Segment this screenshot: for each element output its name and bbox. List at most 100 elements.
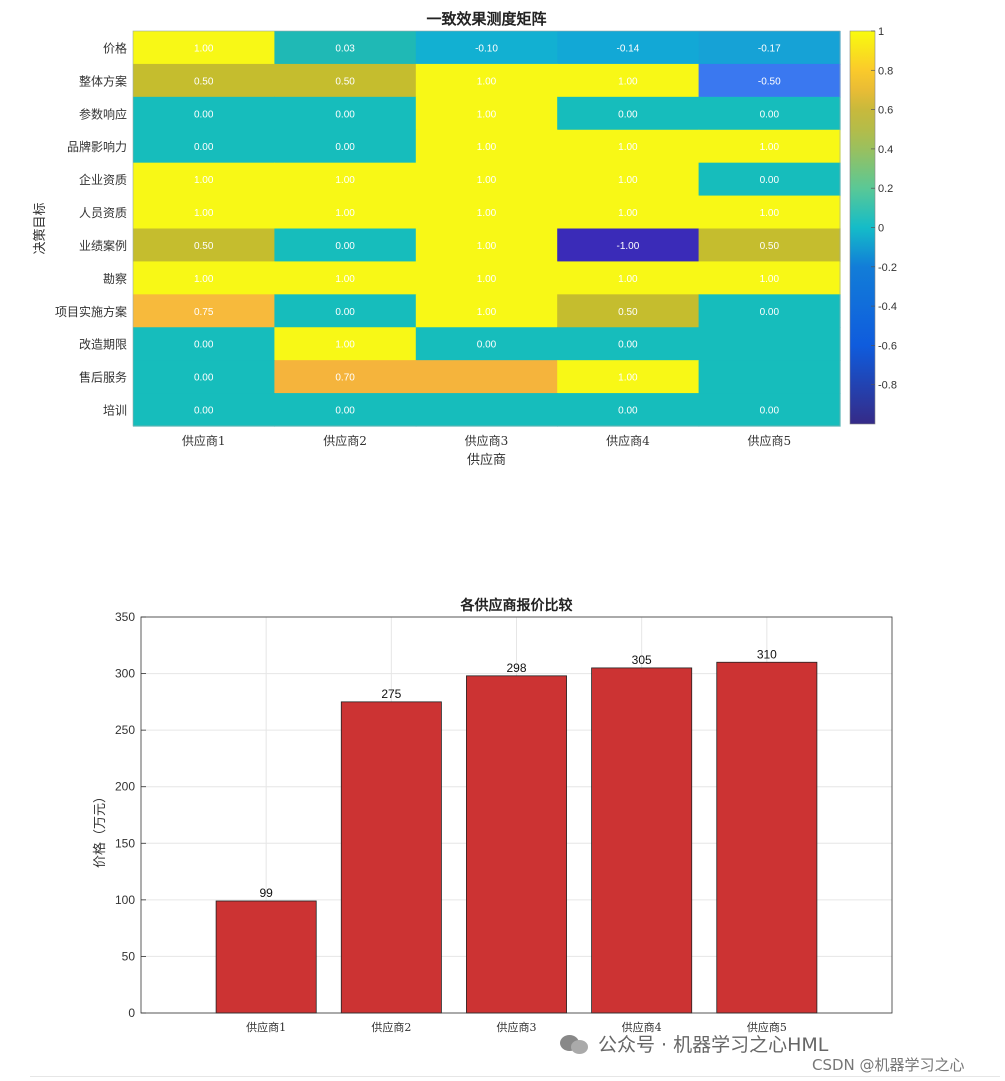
heatmap-cell (133, 96, 275, 131)
heatmap-cell (133, 327, 275, 361)
colorbar-tick-label: 0.8 (878, 65, 893, 77)
heatmap-cell (557, 129, 700, 164)
heatmap-cell-label: 0.00 (194, 340, 214, 351)
heatmap-cell-label: 0.50 (194, 76, 214, 87)
heatmap-cell-label: 1.00 (477, 274, 497, 285)
heatmap-y-tick-label: 项目实施方案 (55, 304, 127, 319)
bar-x-tick-label: 供应商2 (371, 1020, 411, 1034)
bar-data-label: 275 (381, 687, 401, 701)
colorbar (849, 30, 876, 425)
heatmap-cell (698, 294, 841, 328)
heatmap-cell (415, 63, 558, 98)
heatmap-cell-label: 1.00 (618, 274, 638, 285)
heatmap-cell (698, 228, 841, 263)
page-divider (30, 1076, 1000, 1077)
heatmap-cell (274, 162, 417, 197)
heatmap-cell-label: 1.00 (618, 175, 638, 186)
heatmap-cell (415, 195, 558, 230)
heatmap-cell-label: 0.00 (194, 373, 214, 384)
heatmap-y-tick-label: 参数响应 (79, 106, 127, 121)
heatmap-y-tick-label: 整体方案 (79, 73, 127, 88)
heatmap-cell-label: 0.50 (618, 307, 638, 318)
bar-data-label: 298 (506, 661, 526, 675)
heatmap-cell-label: 1.00 (618, 76, 638, 87)
bar-axes-box (140, 616, 893, 1014)
heatmap-cell-label: 0.03 (335, 43, 355, 54)
heatmap-cell-label: -0.10 (475, 43, 498, 54)
heatmap-cell-label: 0.00 (335, 142, 355, 153)
heatmap-cell (133, 195, 275, 230)
heatmap-cell (557, 294, 700, 328)
watermark-csdn: CSDN @机器学习之心 (812, 1056, 965, 1074)
heatmap-cell (557, 261, 700, 295)
heatmap-y-tick-label: 业绩案例 (79, 238, 127, 253)
heatmap-cell-label: 1.00 (477, 142, 497, 153)
heatmap-cell-label: 0.00 (618, 109, 638, 120)
heatmap-y-tick-label: 培训 (103, 403, 127, 418)
heatmap-cell-label: 0.00 (760, 307, 780, 318)
bar-y-tick-label: 300 (115, 667, 135, 681)
heatmap-cell-label: -0.17 (758, 43, 781, 54)
bar (340, 701, 442, 1014)
heatmap-cell-label: 0.50 (760, 241, 780, 252)
bar (466, 675, 567, 1014)
heatmap-y-axis-label: 决策目标 (32, 202, 48, 254)
bar-y-tick-label: 100 (115, 893, 135, 907)
heatmap-cell-label: 1.00 (335, 208, 355, 219)
heatmap-cell-label: 1.00 (477, 241, 497, 252)
heatmap-cell (415, 228, 558, 263)
heatmap-cell-label: 1.00 (477, 307, 497, 318)
heatmap-cell (698, 31, 841, 65)
heatmap-cell-label: 1.00 (194, 208, 214, 219)
bar-y-tick-label: 200 (115, 780, 135, 794)
heatmap-cell-label: 0.00 (477, 340, 497, 351)
bar-x-tick-label: 供应商3 (497, 1020, 537, 1034)
heatmap-cell-label: 0.00 (194, 142, 214, 153)
colorbar-tick-label: -0.4 (878, 301, 897, 313)
heatmap-cell-label: 0.00 (335, 109, 355, 120)
heatmap-cell (698, 129, 841, 164)
heatmap-cell (557, 327, 700, 361)
heatmap-cell (557, 162, 700, 197)
heatmap-cell (274, 327, 417, 361)
heatmap-title: 一致效果测度矩阵 (426, 10, 546, 28)
bar-x-tick-label: 供应商1 (246, 1020, 286, 1034)
heatmap-cell (698, 360, 841, 394)
heatmap-cell (133, 162, 275, 197)
heatmap-cell (274, 96, 417, 131)
heatmap-cell-label: 1.00 (335, 274, 355, 285)
heatmap-cell (698, 63, 841, 98)
heatmap-cell (415, 294, 558, 328)
heatmap-cell-label: 0.50 (194, 241, 214, 252)
bar-series (215, 661, 818, 1014)
heatmap-cell-label: 1.00 (194, 274, 214, 285)
bar-y-tick-label: 350 (115, 610, 135, 624)
colorbar-tick-label: 0.2 (878, 183, 893, 195)
bar-data-label: 99 (259, 886, 273, 900)
heatmap-cell-label: 0.00 (335, 307, 355, 318)
heatmap-cell (274, 228, 417, 263)
heatmap-cell-label: 1.00 (335, 340, 355, 351)
heatmap-y-tick-label: 品牌影响力 (67, 139, 127, 154)
heatmap-cell-label: 1.00 (618, 208, 638, 219)
heatmap-cell (557, 228, 700, 263)
bar-y-tick-label: 0 (128, 1006, 135, 1020)
colorbar-tick-label: -0.8 (878, 380, 897, 392)
heatmap-cell-label: 1.00 (760, 208, 780, 219)
heatmap-cell (274, 31, 417, 65)
heatmap-cell (557, 195, 700, 230)
heatmap-cell-label: -1.00 (617, 241, 640, 252)
heatmap-cell-label: 0.00 (194, 109, 214, 120)
heatmap-x-tick-label: 供应商4 (606, 433, 650, 448)
heatmap-cell (274, 195, 417, 230)
colorbar-tick-label: 0.6 (878, 105, 893, 117)
bar-x-tick-label: 供应商4 (622, 1020, 662, 1034)
watermark-main-text: 公众号 · 机器学习之心HML (598, 1034, 829, 1056)
heatmap-x-tick-label: 供应商5 (747, 433, 791, 448)
heatmap-cell (415, 31, 558, 65)
heatmap-cell-label: 1.00 (194, 175, 214, 186)
heatmap-cell (557, 63, 700, 98)
heatmap-x-tick-label: 供应商2 (323, 433, 367, 448)
heatmap-cell-label: -0.50 (758, 76, 781, 87)
